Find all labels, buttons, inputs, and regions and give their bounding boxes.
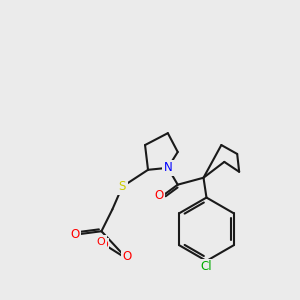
Text: O: O xyxy=(96,237,105,247)
Text: O: O xyxy=(123,250,132,262)
Text: O: O xyxy=(154,189,164,202)
Text: O: O xyxy=(70,228,79,241)
Text: Cl: Cl xyxy=(201,260,212,273)
Text: N: N xyxy=(164,161,172,174)
Text: S: S xyxy=(118,180,126,193)
Text: O: O xyxy=(99,240,108,250)
